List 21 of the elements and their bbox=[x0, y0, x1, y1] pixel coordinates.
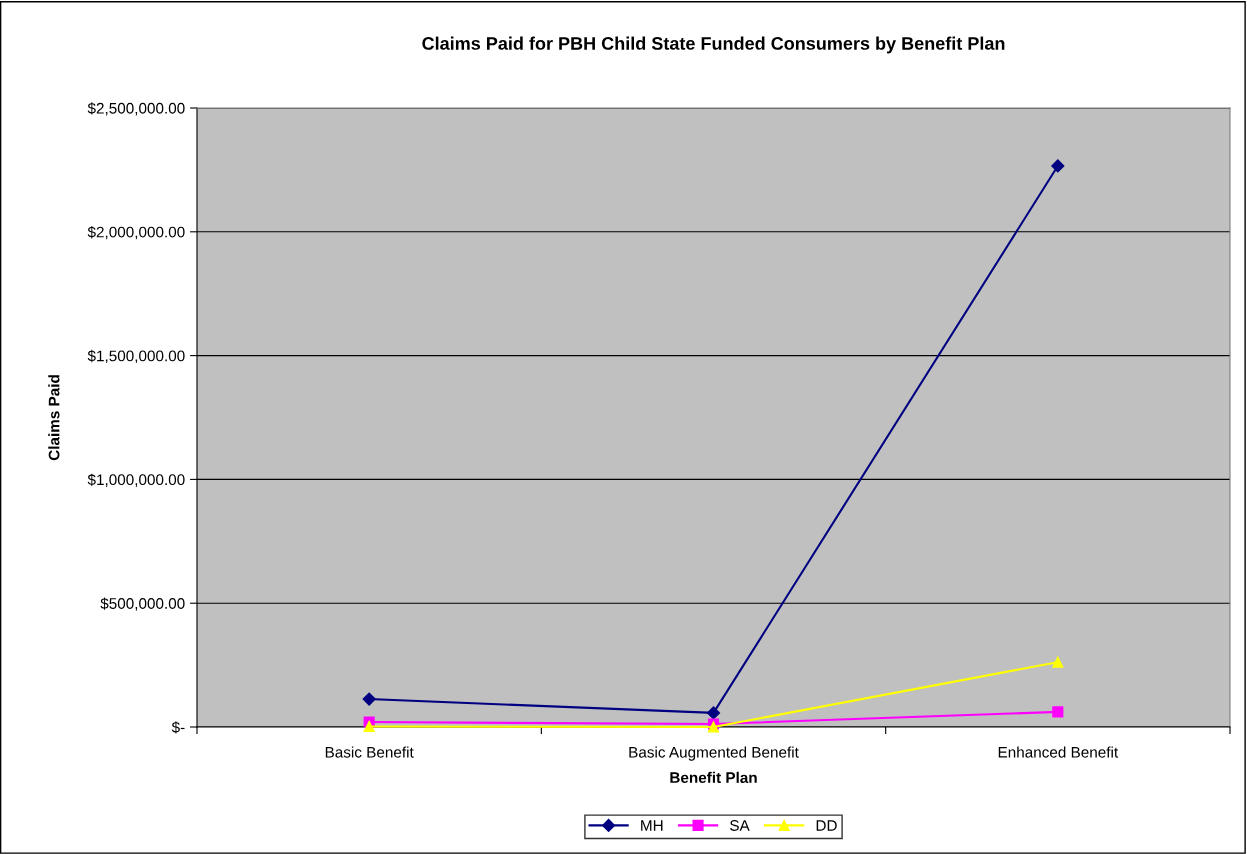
point bbox=[706, 706, 721, 720]
point bbox=[1052, 656, 1064, 668]
chart-title: Claims Paid for PBH Child State Funded Consumers by Benefit Plan bbox=[422, 36, 1005, 54]
x-tick-label: Basic Benefit bbox=[325, 746, 414, 758]
y-tick-label: $1,000,000.00 bbox=[87, 473, 185, 487]
y-axis-title: Claims Paid bbox=[48, 375, 60, 461]
x-axis-title: Benefit Plan bbox=[670, 771, 757, 784]
legend-label: MH bbox=[641, 820, 663, 831]
point bbox=[1051, 159, 1065, 173]
point bbox=[363, 720, 375, 733]
legend-label: DD bbox=[816, 820, 837, 831]
point bbox=[1052, 706, 1064, 718]
y-tick-label: $2,500,000.00 bbox=[87, 102, 185, 116]
y-tick-label: $2,000,000.00 bbox=[87, 226, 185, 240]
x-tick-label: Enhanced Benefit bbox=[998, 746, 1119, 758]
legend-label: SA bbox=[730, 820, 750, 831]
y-tick-label: $- bbox=[171, 721, 185, 734]
x-tick-label: Basic Augmented Benefit bbox=[629, 746, 799, 761]
y-tick-label: $500,000.00 bbox=[100, 597, 185, 611]
point bbox=[362, 692, 376, 706]
y-tick-label: $1,500,000.00 bbox=[87, 349, 185, 364]
